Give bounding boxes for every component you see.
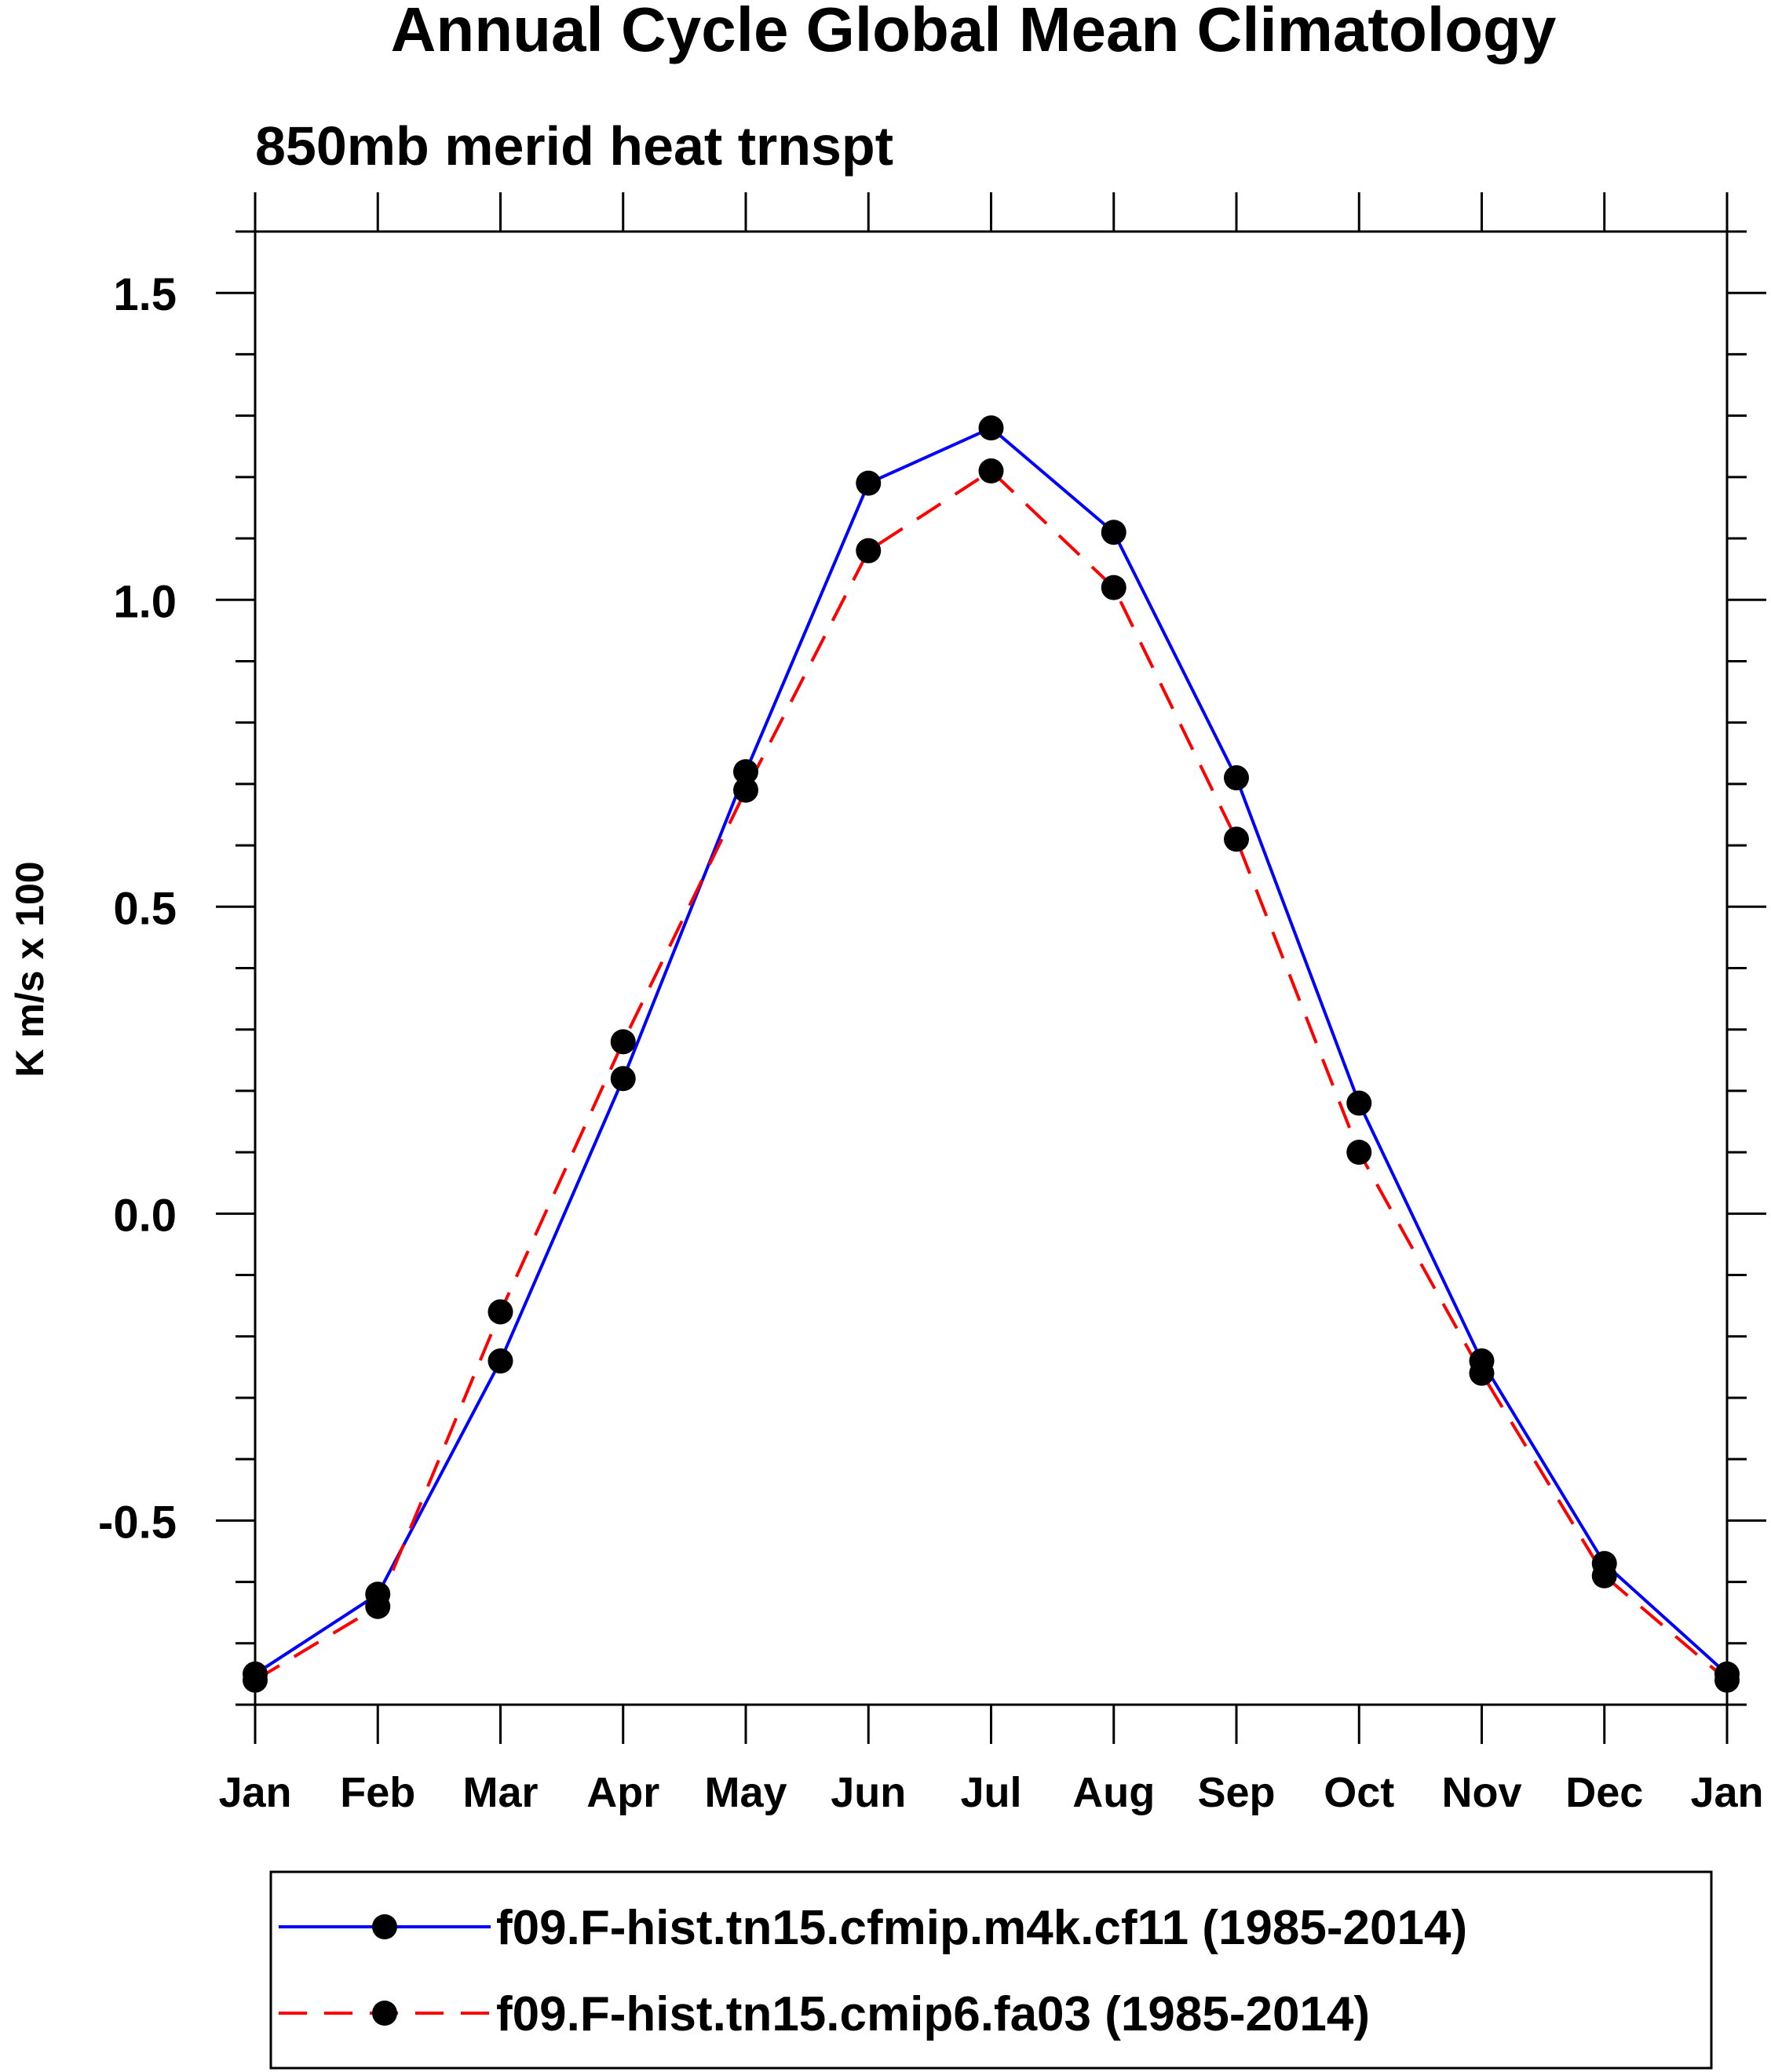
- x-tick-label: Oct: [1324, 1769, 1394, 1816]
- series-line-1: [254, 425, 1729, 1676]
- x-tick-labels: Jan Feb Mar Apr May Jun Jul Aug Sep Oct Nov Dec Jan: [218, 1769, 1763, 1816]
- series-line-2: [254, 469, 1729, 1682]
- y-axis-label: K m/s x 100: [8, 861, 52, 1077]
- y-tick-label: 0.5: [113, 883, 177, 934]
- series-1-point: [1101, 520, 1127, 545]
- x-tick-label: Mar: [462, 1769, 538, 1816]
- series-2-point: [1346, 1140, 1372, 1166]
- series-2-point: [610, 1029, 636, 1055]
- series-1-point: [610, 1066, 636, 1092]
- y-tick-label: -0.5: [98, 1497, 177, 1548]
- series-2-point: [1469, 1360, 1495, 1386]
- series-2-point: [1224, 826, 1249, 852]
- x-tick-label: Feb: [340, 1769, 415, 1816]
- series-1-point: [487, 1348, 513, 1374]
- series-2-point: [856, 538, 882, 564]
- chart-subtitle: 850mb merid heat trnspt: [255, 115, 893, 177]
- series-1-point: [1346, 1090, 1372, 1116]
- y-tick-label: 1.5: [113, 269, 177, 320]
- legend-marker-2: [372, 2001, 397, 2026]
- chart-title: Annual Cycle Global Mean Climatology: [391, 0, 1557, 64]
- x-tick-label: May: [704, 1769, 787, 1816]
- legend-box: [269, 1870, 1713, 2070]
- series-2-point: [487, 1299, 513, 1325]
- x-tick-label: Jan: [218, 1769, 291, 1816]
- plot-area: [254, 230, 1729, 1706]
- y-tick-label: 0.0: [113, 1190, 177, 1241]
- series-1-point: [733, 759, 758, 785]
- x-tick-label: Jan: [1690, 1769, 1763, 1816]
- x-tick-label: Aug: [1072, 1769, 1155, 1816]
- axis-ticks: [216, 192, 1766, 1744]
- x-tick-label: Sep: [1197, 1769, 1275, 1816]
- x-tick-label: Nov: [1441, 1769, 1521, 1816]
- series-2-point: [978, 458, 1004, 484]
- series-2-point: [1591, 1563, 1617, 1589]
- legend-label-1: f09.F-hist.tn15.cfmip.m4k.cf11 (1985-201…: [496, 1901, 1467, 1955]
- legend-label-2: f09.F-hist.tn15.cmip6.fa03 (1985-2014): [496, 1987, 1370, 2041]
- series-2-point: [365, 1593, 391, 1619]
- series-2-point: [243, 1667, 268, 1693]
- x-tick-label: Apr: [586, 1769, 659, 1816]
- series-layer: [243, 415, 1740, 1693]
- series-2-point: [1101, 575, 1127, 600]
- x-tick-label: Jun: [831, 1769, 906, 1816]
- series-1-point: [978, 415, 1004, 441]
- series-2-point: [1714, 1667, 1740, 1693]
- series-1-point: [856, 470, 882, 496]
- series-2-point: [733, 777, 758, 803]
- y-tick-label: 1.0: [113, 576, 177, 627]
- series-1-point: [1224, 765, 1249, 791]
- x-tick-label: Jul: [960, 1769, 1021, 1816]
- legend-marker-1: [372, 1914, 397, 1939]
- x-tick-label: Dec: [1565, 1769, 1643, 1816]
- y-tick-labels: 1.5 1.0 0.5 0.0 -0.5: [98, 269, 177, 1548]
- legend: f09.F-hist.tn15.cfmip.m4k.cf11 (1985-201…: [279, 1901, 1467, 2041]
